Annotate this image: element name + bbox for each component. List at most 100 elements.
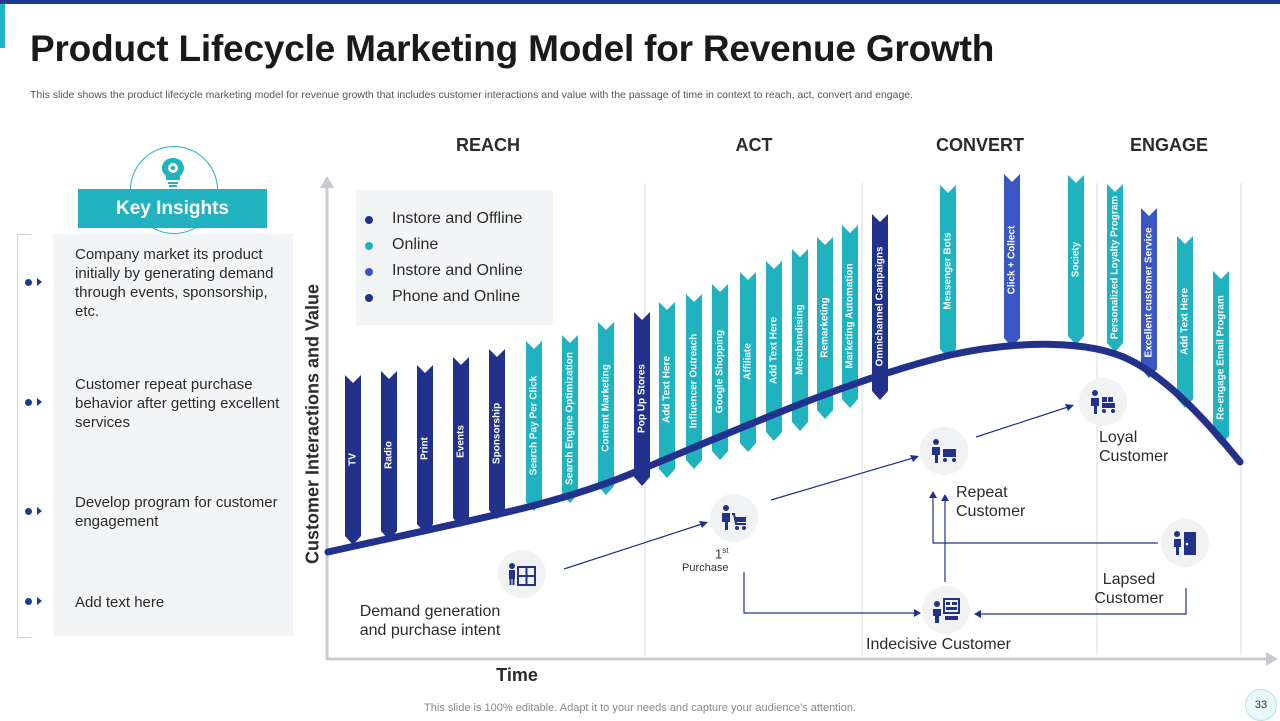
legend-item-phone-online: Phone and Online — [365, 288, 520, 306]
first-purchase-label: Purchase — [682, 562, 729, 574]
channel-label: Re-engage Email Program — [1216, 295, 1227, 420]
lightbulb-gear-icon — [162, 158, 184, 187]
channel-label: Personalized Loyalty Program — [1110, 196, 1121, 339]
legend-dot — [365, 294, 373, 302]
channel-bar — [686, 294, 702, 469]
shopper-store-icon — [509, 563, 536, 586]
channel-bar — [417, 365, 433, 533]
repeat-label: Repeat Customer — [956, 484, 1026, 520]
channel-bars: TV Radio Print Events Sponsorship Search Pay … — [345, 174, 1229, 545]
channel-label: Messenger Bots — [943, 232, 954, 310]
channel-bar — [598, 322, 614, 495]
arrow-lapsed-to-indecisive — [980, 588, 1187, 615]
channel-bar — [1177, 236, 1193, 408]
footer-note: This slide is 100% editable. Adapt it to… — [424, 702, 856, 714]
arrowhead-2 — [910, 455, 919, 462]
arrow-purchase-to-indecisive — [743, 572, 916, 614]
channel-bar — [489, 349, 505, 519]
arrowhead-7 — [974, 610, 981, 618]
channel-label: Influencer Outreach — [689, 334, 700, 428]
insight-arrow-3 — [37, 507, 42, 515]
channel-bar — [381, 371, 397, 540]
legend-item-instore-online: Instore and Online — [365, 262, 523, 280]
channel-bar — [740, 272, 756, 452]
channel-bar — [766, 261, 782, 441]
insight-arrow-2 — [37, 398, 42, 406]
channel-legend: Instore and Offline Online Instore and O… — [356, 190, 553, 325]
channel-bar — [562, 335, 578, 503]
first-purchase-node — [710, 494, 758, 542]
arrow-demand-to-purchase — [563, 523, 703, 570]
channel-bar — [526, 341, 542, 511]
y-axis-label: Customer Interactions and Value — [302, 283, 323, 565]
demand-label: Demand generation and purchase intent — [359, 603, 501, 639]
channel-label: Add Text Here — [662, 356, 673, 423]
channel-bar — [345, 375, 361, 545]
channel-bar — [659, 302, 675, 478]
top-accent-bar — [0, 0, 1280, 4]
channel-label: Affiliate — [743, 343, 754, 380]
arrowhead-1 — [699, 521, 708, 528]
customer-cart-icon — [932, 439, 956, 463]
shopping-cart-person-icon — [722, 505, 746, 530]
channel-bar — [817, 237, 833, 419]
channel-bar — [712, 284, 728, 460]
insight-arrow-1 — [37, 278, 42, 286]
channel-bar — [792, 249, 808, 431]
channel-bar — [1141, 208, 1157, 378]
phase-act: ACT — [735, 135, 773, 155]
channel-label: Marketing Automation — [845, 263, 856, 368]
y-axis-arrow — [320, 176, 334, 188]
insight-bullet-4 — [25, 598, 32, 605]
channel-bar — [1004, 174, 1020, 347]
channel-label: Radio — [384, 441, 395, 469]
channel-bar — [1107, 184, 1123, 352]
channel-bar — [940, 185, 956, 358]
lifecycle-curve — [324, 340, 1244, 556]
lapsed-node — [1161, 519, 1209, 567]
legend-dot — [365, 242, 373, 250]
exit-door-icon — [1174, 531, 1196, 555]
insight-item-3: Develop program for customer engagement — [75, 494, 278, 530]
page-subtitle: This slide shows the product lifecycle m… — [30, 89, 914, 101]
x-axis-label: Time — [496, 665, 538, 685]
legend-item-online: Online — [365, 236, 438, 254]
arrowhead-4 — [914, 609, 921, 617]
page-title: Product Lifecycle Marketing Model for Re… — [30, 28, 995, 69]
title-accent-mark — [0, 4, 5, 48]
channel-bar — [1068, 175, 1084, 345]
demand-node — [498, 550, 546, 598]
channel-label: Add Text Here — [1180, 288, 1191, 355]
x-axis-arrow — [1266, 652, 1278, 666]
channel-label: Society — [1071, 241, 1082, 277]
channel-label: Merchandising — [795, 304, 806, 375]
insight-arrow-4 — [37, 597, 42, 605]
arrow-purchase-to-repeat — [770, 457, 914, 501]
legend-item-instore-offline: Instore and Offline — [365, 210, 522, 228]
channel-label: Content Marketing — [601, 364, 612, 452]
loyal-customer-icon — [1091, 390, 1115, 414]
channel-label: Pop Up Stores — [637, 364, 648, 433]
channel-label: Google Shopping — [715, 330, 726, 413]
channel-label: Add Text Here — [769, 317, 780, 384]
insight-item-1: Company market its product initially by … — [75, 246, 274, 320]
first-purchase-number: 1st — [715, 546, 729, 562]
insight-item-4: Add text here — [75, 594, 165, 611]
channel-label: TV — [348, 453, 359, 466]
channel-label: Search Pay Per Click — [529, 375, 540, 475]
loyal-node — [1079, 378, 1127, 426]
arrowhead-3 — [1065, 404, 1074, 411]
arrow-lapsed-to-repeat — [932, 497, 1158, 544]
phase-convert: CONVERT — [935, 135, 1025, 155]
phase-engage: ENGAGE — [1129, 135, 1209, 155]
insights-heading: Key Insights — [78, 189, 267, 228]
insight-bullet-1 — [25, 279, 32, 286]
arrowhead-5 — [941, 494, 949, 501]
channel-label: Search Engine Optimization — [565, 352, 576, 485]
channel-label: Print — [420, 436, 431, 459]
insight-item-2: Customer repeat purchase behavior after … — [75, 376, 280, 431]
phase-reach: REACH — [455, 135, 521, 155]
legend-dot — [365, 268, 373, 276]
arrowhead-6 — [929, 491, 937, 498]
